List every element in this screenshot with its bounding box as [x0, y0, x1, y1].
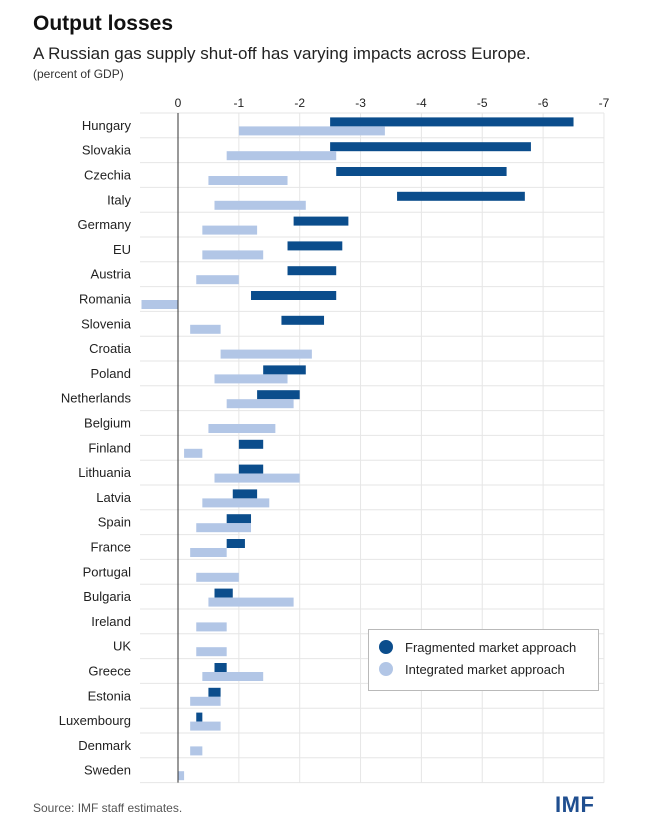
chart-subtitle: A Russian gas supply shut-off has varyin…	[33, 44, 531, 63]
fragmented-bar	[214, 588, 233, 598]
x-tick-label: -1	[234, 96, 245, 110]
category-label: Portugal	[83, 564, 132, 579]
integrated-bar	[190, 721, 221, 731]
x-tick-label: -4	[416, 96, 427, 110]
integrated-bar	[208, 176, 288, 185]
category-label: Sweden	[84, 763, 131, 778]
legend-item-integrated: Integrated market approach	[379, 661, 565, 677]
source-note: Source: IMF staff estimates.	[33, 801, 183, 815]
fragmented-bar	[214, 663, 227, 672]
fragmented-bar	[287, 241, 343, 251]
fragmented-bar	[330, 117, 574, 127]
fragmented-bar	[196, 712, 203, 722]
integrated-bar	[196, 647, 227, 657]
fragmented-bar	[226, 514, 252, 524]
category-label: Slovakia	[82, 143, 132, 158]
chart-legend: Fragmented market approach Integrated ma…	[368, 629, 599, 691]
integrated-bar	[226, 399, 294, 409]
x-tick-label: -5	[477, 96, 488, 110]
integrated-bar	[190, 696, 221, 706]
integrated-bar	[196, 622, 227, 632]
legend-swatch-fragmented	[379, 640, 393, 654]
category-label: Ireland	[91, 614, 131, 629]
integrated-bar	[190, 324, 221, 334]
category-label: Latvia	[96, 490, 131, 505]
category-label: Czechia	[84, 168, 132, 183]
legend-label-integrated: Integrated market approach	[405, 661, 565, 677]
legend-swatch-integrated	[379, 662, 393, 676]
integrated-bar	[141, 300, 178, 309]
category-label: France	[91, 540, 131, 555]
category-label: Spain	[98, 515, 131, 530]
category-label: EU	[113, 242, 131, 257]
integrated-bar	[214, 200, 306, 210]
x-tick-label: -6	[538, 96, 549, 110]
fragmented-bar	[251, 291, 337, 300]
fragmented-bar	[238, 439, 264, 449]
integrated-bar	[214, 374, 288, 384]
integrated-bar	[196, 275, 239, 285]
fragmented-bar	[330, 142, 531, 152]
category-label: UK	[113, 639, 131, 654]
category-label: Lithuania	[78, 465, 132, 480]
category-label: Romania	[79, 292, 132, 307]
fragmented-bar	[208, 687, 221, 697]
integrated-bar	[196, 523, 252, 533]
category-label: Estonia	[88, 688, 132, 703]
integrated-bar	[190, 548, 227, 557]
legend-label-fragmented: Fragmented market approach	[405, 639, 577, 655]
integrated-bar	[226, 151, 337, 161]
category-label: Netherlands	[61, 391, 132, 406]
category-label: Bulgaria	[83, 589, 131, 604]
category-label: Slovenia	[81, 316, 132, 331]
fragmented-bar	[257, 390, 300, 400]
category-label: Italy	[107, 192, 131, 207]
fragmented-bar	[281, 315, 325, 325]
fragmented-bar	[336, 167, 507, 176]
fragmented-bar	[263, 365, 306, 375]
integrated-bar	[220, 349, 312, 359]
integrated-bar	[238, 126, 385, 136]
x-tick-label: -7	[599, 96, 610, 110]
x-tick-label: -2	[294, 96, 305, 110]
chart-title: Output losses	[33, 12, 174, 35]
integrated-bar	[184, 448, 203, 458]
category-label: Austria	[91, 267, 132, 282]
integrated-bar	[214, 473, 300, 483]
category-label: Finland	[88, 440, 131, 455]
integrated-bar	[196, 572, 239, 582]
category-label: Belgium	[84, 416, 131, 431]
integrated-bar	[202, 672, 264, 681]
integrated-bar	[208, 597, 294, 607]
fragmented-bar	[226, 539, 245, 548]
integrated-bar	[202, 225, 258, 235]
legend-item-fragmented: Fragmented market approach	[379, 639, 576, 655]
fragmented-bar	[232, 489, 258, 499]
integrated-bar	[202, 250, 264, 260]
category-label: Germany	[78, 217, 132, 232]
category-label: Poland	[91, 366, 131, 381]
x-tick-label: -3	[355, 96, 366, 110]
imf-logo: IMF	[555, 792, 595, 817]
category-label: Croatia	[89, 341, 132, 356]
category-label: Greece	[88, 664, 131, 679]
category-label: Hungary	[82, 118, 132, 133]
category-label: Denmark	[78, 738, 131, 753]
fragmented-bar	[287, 266, 337, 276]
integrated-bar	[178, 771, 185, 781]
fragmented-bar	[293, 216, 349, 226]
fragmented-bar	[397, 191, 525, 201]
integrated-bar	[208, 424, 276, 433]
integrated-bar	[202, 498, 270, 508]
integrated-bar	[190, 746, 203, 756]
unit-label: (percent of GDP)	[33, 67, 124, 81]
x-tick-label: 0	[175, 96, 182, 110]
category-label: Luxembourg	[59, 713, 131, 728]
fragmented-bar	[238, 464, 264, 474]
